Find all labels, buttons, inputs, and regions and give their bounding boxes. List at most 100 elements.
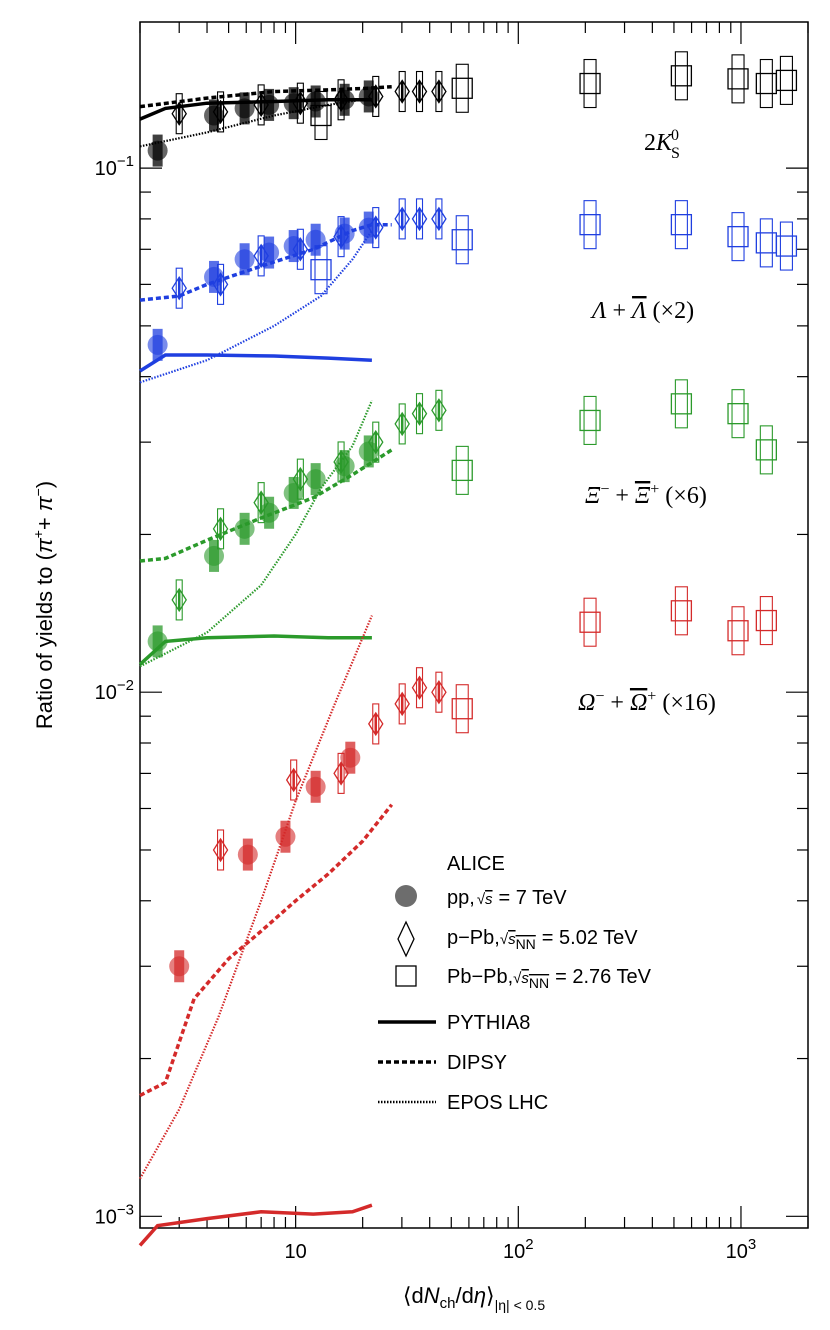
ppb-syst-box (415, 667, 424, 709)
pbpb-point (755, 439, 777, 461)
ppb-point (411, 79, 428, 104)
pbpb-syst-box (731, 212, 745, 262)
y-tick-label: 10−2 (95, 677, 134, 704)
ppb-syst-box (337, 441, 345, 483)
ppb-point (171, 587, 187, 613)
ppb-point (292, 90, 309, 116)
ppb-syst-box (337, 216, 345, 258)
ppb-syst-box (398, 683, 406, 725)
pbpb-syst-box (674, 200, 688, 250)
legend-pp-energy: = 7 TeV (499, 887, 568, 909)
pbpb-syst-box (674, 586, 688, 636)
pbpb-point (579, 409, 601, 432)
ppb-point (431, 79, 447, 104)
pbpb-syst-box (779, 55, 793, 105)
ppb-syst-box (216, 508, 225, 550)
pbpb-point (775, 235, 798, 257)
pbpb-point (755, 609, 777, 632)
ppb-point (431, 206, 447, 232)
pbpb-syst-box (731, 389, 745, 439)
ppb-point (431, 398, 447, 423)
ppb-point (253, 92, 269, 118)
ppb-point (394, 411, 410, 437)
ppb-point (212, 837, 229, 863)
pbpb-syst-box (455, 684, 469, 734)
curve-pythia-2 (138, 634, 372, 666)
legend-entry-pp: pp, √s = 7 TeV (447, 887, 567, 909)
pbpb-point (451, 229, 473, 251)
legend-pbpb-label: Pb−Pb, (447, 966, 513, 988)
y-axis-title: Ratio of yields to (π++ π−) (30, 481, 57, 729)
ppb-point (367, 84, 384, 109)
ppb-point (212, 99, 229, 125)
legend-ppb-energy: = 5.02 TeV (542, 927, 638, 949)
legend-pp-label: pp, (447, 887, 475, 909)
pp-point (340, 747, 361, 768)
pbpb-syst-box (759, 58, 773, 109)
pbpb-syst-box (455, 215, 469, 265)
pp-point (204, 266, 225, 287)
pp-point (147, 334, 168, 355)
ppb-point (411, 206, 428, 232)
curve-epos-3 (139, 615, 373, 1180)
y-tick-label: 10−3 (95, 1201, 134, 1228)
ppb-point (212, 272, 229, 297)
legend-entry-epos: EPOS LHC (447, 1092, 548, 1114)
pbpb-point (670, 65, 693, 87)
ppb-point (333, 449, 349, 475)
ppb-point (292, 466, 309, 492)
pp-point (234, 518, 255, 539)
pbpb-point (727, 620, 749, 642)
species-label-lambda: Λ + Λ (×2) (590, 298, 694, 324)
pp-point (147, 140, 168, 161)
ppb-point (333, 87, 349, 112)
legend-entry-pythia: PYTHIA8 (447, 1012, 530, 1034)
legend-pbpb-energy: = 2.76 TeV (555, 966, 651, 988)
pbpb-point (727, 403, 749, 425)
ppb-syst-box (290, 759, 298, 801)
data-points (147, 51, 798, 983)
y-tick-label: 10−1 (95, 153, 134, 180)
legend: ALICE pp, √s = 7 TeV p−Pb,√sNN = 5.02 TeV P… (378, 853, 652, 1114)
pp-point (275, 826, 296, 847)
species-label-k0s: 2K0 S (644, 127, 680, 162)
ppb-point (333, 224, 349, 249)
pp-point (234, 98, 255, 119)
pbpb-syst-box (674, 51, 688, 101)
ppb-syst-box (398, 70, 406, 113)
ppb-syst-box (372, 75, 380, 117)
ppb-point (171, 101, 187, 126)
ppb-point (394, 691, 410, 717)
pbpb-point (670, 214, 693, 236)
legend-marker-ppb (397, 920, 415, 958)
ppb-point (394, 206, 410, 232)
pbpb-point (727, 225, 749, 248)
pp-point (234, 249, 255, 270)
pbpb-syst-box (583, 597, 597, 647)
curve-pythia-3 (138, 1203, 373, 1247)
pbpb-syst-box (731, 606, 745, 656)
x-tick-label: 102 (503, 1236, 534, 1263)
ppb-point (285, 767, 302, 793)
pbpb-point (670, 600, 693, 622)
ppb-syst-box (415, 393, 424, 435)
ppb-syst-box (216, 829, 225, 871)
ppb-point (212, 516, 229, 542)
ppb-point (171, 275, 187, 301)
ppb-syst-box (337, 79, 345, 121)
ppb-point (431, 680, 447, 705)
ppb-syst-box (257, 235, 265, 277)
ppb-syst-box (296, 228, 304, 270)
ppb-point (367, 429, 384, 455)
ppb-syst-box (398, 403, 406, 445)
pbpb-point (451, 698, 473, 720)
axis-ticks (139, 22, 809, 1228)
pbpb-syst-box (314, 90, 328, 141)
ppb-point (253, 490, 269, 515)
legend-marker-pp (395, 885, 417, 907)
pp-point (305, 469, 326, 490)
pbpb-syst-box (455, 63, 469, 113)
plot-frame (139, 21, 809, 1229)
ppb-syst-box (372, 207, 380, 249)
